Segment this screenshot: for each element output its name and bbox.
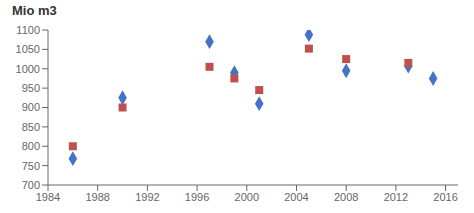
svg-text:2000: 2000 <box>235 191 259 203</box>
svg-text:2012: 2012 <box>384 191 408 203</box>
svg-text:850: 850 <box>22 121 40 133</box>
svg-text:2016: 2016 <box>433 191 457 203</box>
svg-text:1988: 1988 <box>85 191 109 203</box>
svg-text:1996: 1996 <box>185 191 209 203</box>
html-text:Mio m3: Mio m3 <box>12 3 57 18</box>
svg-text:2008: 2008 <box>334 191 358 203</box>
svg-text:1000: 1000 <box>16 63 40 75</box>
svg-text:1100: 1100 <box>16 24 40 36</box>
svg-text:2004: 2004 <box>284 191 308 203</box>
svg-text:1992: 1992 <box>135 191 159 203</box>
svg-text:750: 750 <box>22 160 40 172</box>
svg-text:800: 800 <box>22 140 40 152</box>
svg-text:1050: 1050 <box>16 43 40 55</box>
svg-text:900: 900 <box>22 101 40 113</box>
svg-text:1984: 1984 <box>36 191 60 203</box>
svg-text:950: 950 <box>22 82 40 94</box>
svg-text:700: 700 <box>22 179 40 191</box>
